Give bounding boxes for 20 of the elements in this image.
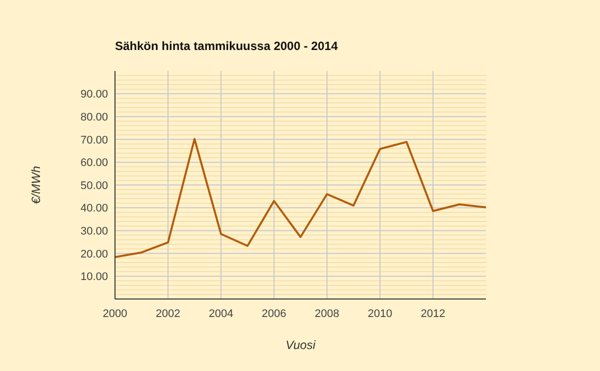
y-axis-title: €/MWh [29,166,43,204]
x-tick-label: 2012 [420,308,446,320]
x-tick-label: 2008 [314,308,340,320]
y-tick-label: 10.00 [80,271,108,284]
y-tick-label: 20.00 [80,248,108,260]
x-tick-label: 2002 [156,308,180,320]
chart-title: Sähkön hinta tammikuussa 2000 - 2014 [115,39,338,53]
line-series [114,138,487,258]
x-axis-title: Vuosi [286,338,316,352]
y-tick-label: 90.00 [80,88,108,101]
y-tick-label: 60.00 [80,157,108,170]
y-tick-label: 50.00 [80,180,108,192]
x-tick-label: 2006 [262,308,286,320]
x-tick-label: 2010 [368,308,392,320]
x-tick-label: 2000 [102,308,128,320]
y-tick-label: 70.00 [80,134,108,146]
x-tick-label: 2004 [208,308,234,320]
y-tick-label: 80.00 [80,111,108,124]
y-tick-label: 40.00 [80,202,108,215]
y-tick-label: 30.00 [80,225,108,238]
